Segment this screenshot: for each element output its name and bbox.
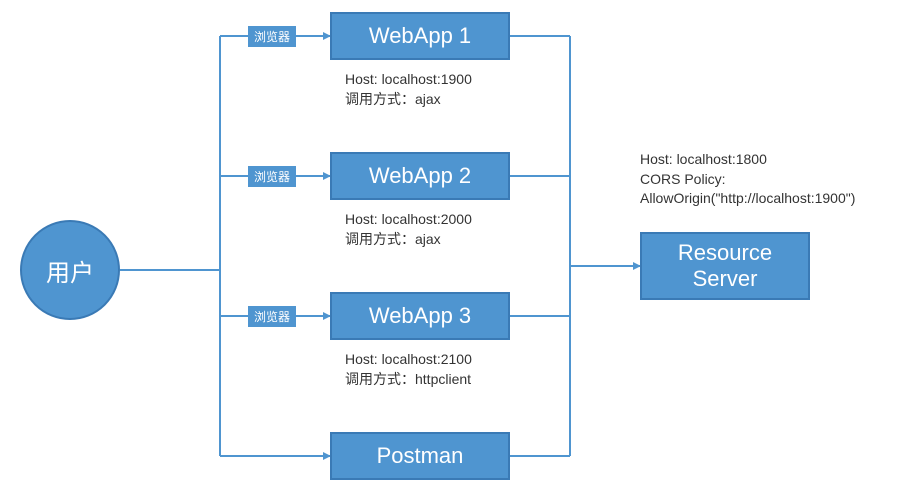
browser-badge-3: 浏览器 (248, 306, 296, 327)
user-node-label: 用户 (46, 253, 94, 288)
browser-badge-3-label: 浏览器 (254, 308, 290, 325)
webapp3-host: Host: localhost:2100 (345, 351, 472, 367)
resource-server-node: Resource Server (640, 232, 810, 300)
webapp2-label: WebApp 2 (369, 163, 471, 189)
postman-label: Postman (377, 443, 464, 469)
webapp2-node: WebApp 2 (330, 152, 510, 200)
server-label-line2: Server (693, 266, 758, 292)
postman-node: Postman (330, 432, 510, 480)
webapp3-caption: Host: localhost:2100 调用方式：httpclient (345, 350, 472, 389)
webapp1-caption: Host: localhost:1900 调用方式：ajax (345, 70, 472, 109)
webapp2-host: Host: localhost:2000 (345, 211, 472, 227)
webapp1-host: Host: localhost:1900 (345, 71, 472, 87)
webapp2-caption: Host: localhost:2000 调用方式：ajax (345, 210, 472, 249)
webapp1-node: WebApp 1 (330, 12, 510, 60)
browser-badge-1-label: 浏览器 (254, 28, 290, 45)
browser-badge-2: 浏览器 (248, 166, 296, 187)
webapp3-label: WebApp 3 (369, 303, 471, 329)
webapp1-label: WebApp 1 (369, 23, 471, 49)
server-cors-label: CORS Policy: (640, 171, 726, 187)
user-node: 用户 (20, 220, 120, 320)
browser-badge-1: 浏览器 (248, 26, 296, 47)
browser-badge-2-label: 浏览器 (254, 168, 290, 185)
webapp2-method: 调用方式：ajax (345, 231, 441, 247)
webapp1-method: 调用方式：ajax (345, 91, 441, 107)
server-caption: Host: localhost:1800 CORS Policy: AllowOri… (640, 150, 855, 209)
webapp3-method: 调用方式：httpclient (345, 371, 471, 387)
server-label-line1: Resource (678, 240, 772, 266)
server-host: Host: localhost:1800 (640, 151, 767, 167)
server-cors-value: AllowOrigin("http://localhost:1900") (640, 190, 855, 206)
webapp3-node: WebApp 3 (330, 292, 510, 340)
